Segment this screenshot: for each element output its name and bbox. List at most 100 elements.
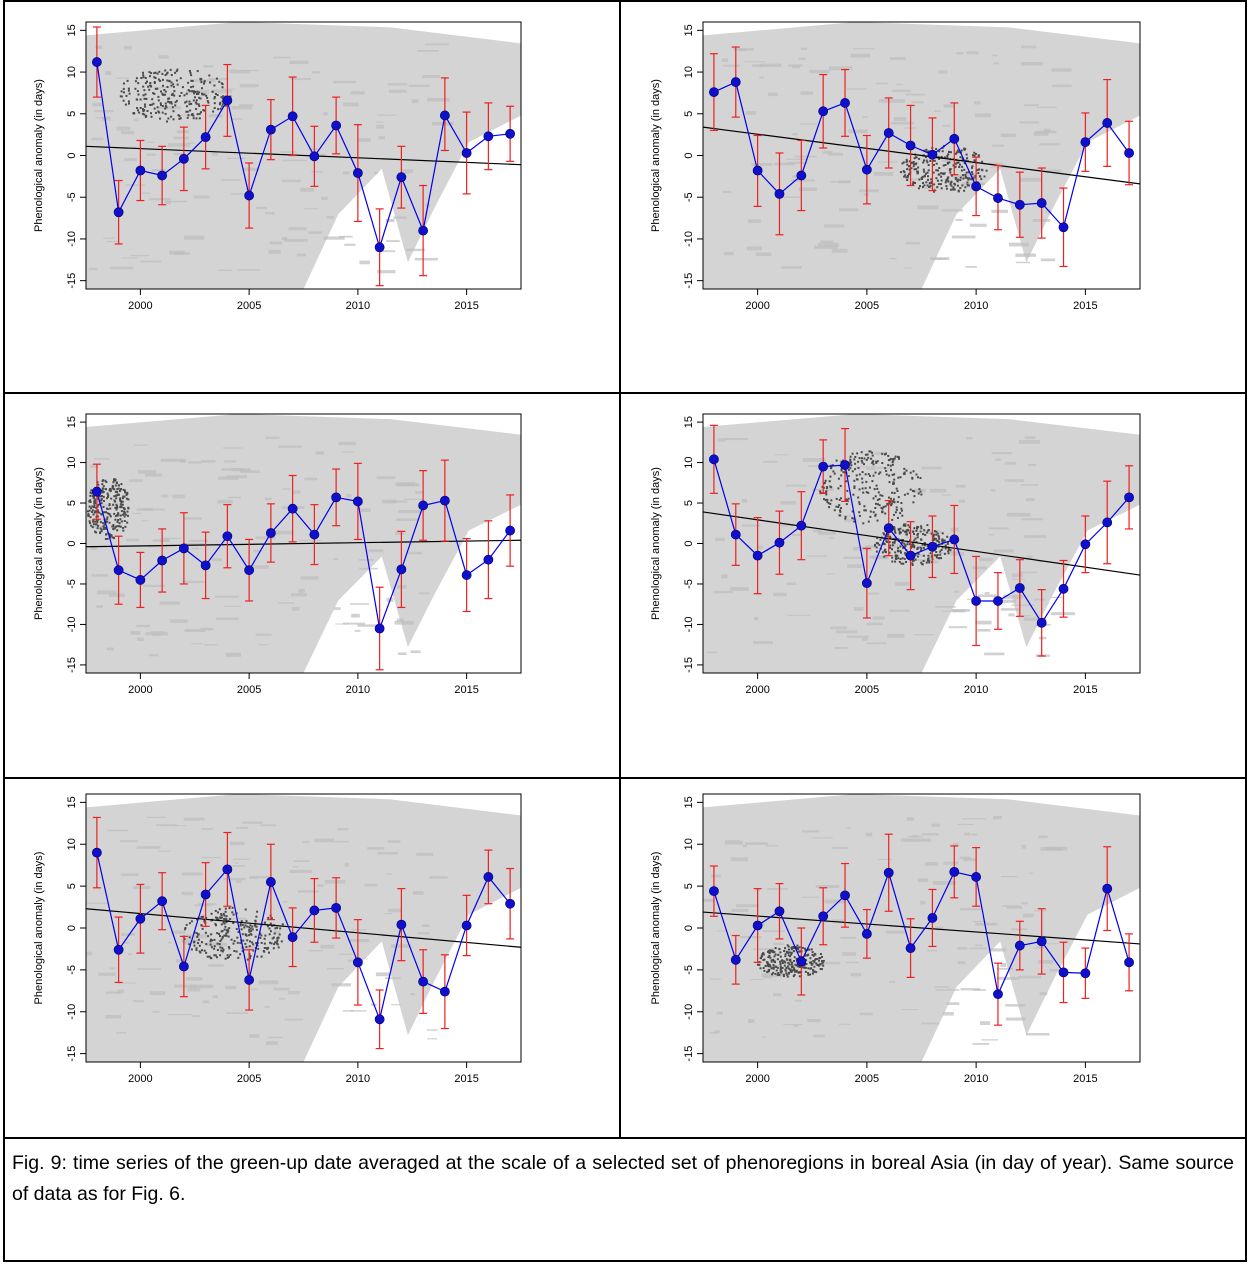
map-region-pixel — [96, 481, 99, 484]
map-texture — [103, 237, 115, 239]
map-region-pixel — [908, 168, 911, 171]
map-region-pixel — [776, 966, 779, 969]
map-texture — [267, 1036, 283, 1039]
map-region-pixel — [952, 188, 955, 191]
map-texture — [181, 891, 193, 896]
map-region-pixel — [164, 74, 167, 76]
map-region-pixel — [878, 472, 881, 475]
map-texture — [1039, 143, 1060, 146]
map-region-pixel — [91, 526, 94, 529]
data-point — [1102, 118, 1113, 128]
map-region-pixel — [889, 464, 892, 467]
map-texture — [742, 844, 747, 848]
map-region-pixel — [221, 935, 224, 938]
map-region-pixel — [192, 85, 195, 88]
map-region-pixel — [762, 952, 765, 955]
map-region-pixel — [970, 178, 973, 181]
map-region-pixel — [263, 937, 266, 940]
data-point — [1036, 936, 1047, 947]
map-texture — [707, 651, 718, 654]
map-region-pixel — [203, 93, 206, 96]
map-texture — [977, 629, 991, 632]
map-region-pixel — [903, 493, 906, 496]
map-texture — [901, 1009, 919, 1011]
data-point — [222, 95, 233, 106]
map-texture — [123, 45, 132, 50]
map-region-pixel — [202, 109, 205, 112]
map-region-pixel — [119, 525, 122, 528]
map-texture — [255, 633, 272, 636]
map-texture — [859, 1012, 873, 1016]
map-region-pixel — [196, 93, 198, 95]
map-region-pixel — [881, 462, 884, 464]
map-texture — [748, 219, 761, 223]
map-region-pixel — [252, 943, 255, 946]
map-texture — [320, 944, 335, 949]
map-region-pixel — [927, 175, 929, 178]
map-texture — [217, 499, 233, 504]
data-point — [418, 500, 429, 511]
map-region-pixel — [217, 911, 219, 914]
map-region-pixel — [912, 163, 915, 166]
map-region-pixel — [278, 933, 281, 936]
map-region-pixel — [188, 100, 191, 103]
map-region-pixel — [200, 78, 203, 81]
map-region-pixel — [219, 946, 222, 949]
map-texture — [145, 473, 162, 477]
map-region-pixel — [921, 175, 924, 178]
map-region-pixel — [241, 933, 244, 936]
map-texture — [913, 634, 934, 636]
trend-line — [702, 911, 1141, 945]
map-texture — [120, 873, 139, 877]
map-texture — [988, 162, 1004, 165]
map-region-pixel — [797, 971, 800, 974]
map-texture — [724, 840, 743, 845]
map-texture — [130, 631, 141, 635]
map-region-pixel — [922, 182, 924, 184]
map-region-pixel — [789, 968, 792, 971]
map-region-pixel — [186, 116, 189, 119]
map-texture — [783, 1024, 803, 1026]
map-region-pixel — [113, 488, 116, 491]
map-texture — [133, 118, 139, 122]
map-texture — [308, 231, 323, 234]
map-texture — [331, 983, 351, 987]
map-region-pixel — [876, 487, 879, 490]
map-region-pixel — [932, 159, 935, 162]
map-region-pixel — [963, 189, 966, 192]
map-region-pixel — [97, 510, 99, 513]
map-texture — [932, 560, 939, 564]
map-region-pixel — [911, 562, 914, 565]
map-texture — [813, 529, 822, 533]
map-texture — [153, 86, 171, 89]
map-texture — [398, 510, 421, 513]
map-region-pixel — [978, 175, 981, 178]
map-texture — [141, 192, 151, 194]
map-region-pixel — [896, 490, 899, 492]
map-region-pixel — [965, 153, 968, 156]
map-region-pixel — [890, 504, 893, 507]
map-region-pixel — [201, 87, 203, 90]
map-region-pixel — [197, 933, 200, 936]
map-texture — [754, 616, 759, 621]
y-axis-label: Phenological anomaly (in days) — [650, 79, 662, 232]
map-region-pixel — [760, 954, 763, 957]
map-texture — [877, 161, 898, 163]
map-region-pixel — [120, 506, 123, 509]
map-region-pixel — [937, 536, 940, 539]
map-region-pixel — [201, 949, 203, 952]
map-texture — [184, 235, 205, 240]
map-texture — [1037, 959, 1054, 964]
map-region-pixel — [920, 176, 923, 179]
map-region-pixel — [766, 961, 769, 964]
map-region-pixel — [871, 454, 874, 457]
map-region-pixel — [157, 78, 160, 81]
map-texture — [279, 998, 285, 1000]
map-region-pixel — [885, 473, 888, 476]
map-region-pixel — [114, 484, 117, 487]
map-region-pixel — [891, 544, 894, 547]
map-texture — [1015, 253, 1036, 257]
data-point — [222, 531, 233, 542]
map-region-pixel — [214, 922, 217, 925]
map-region-pixel — [888, 474, 891, 477]
